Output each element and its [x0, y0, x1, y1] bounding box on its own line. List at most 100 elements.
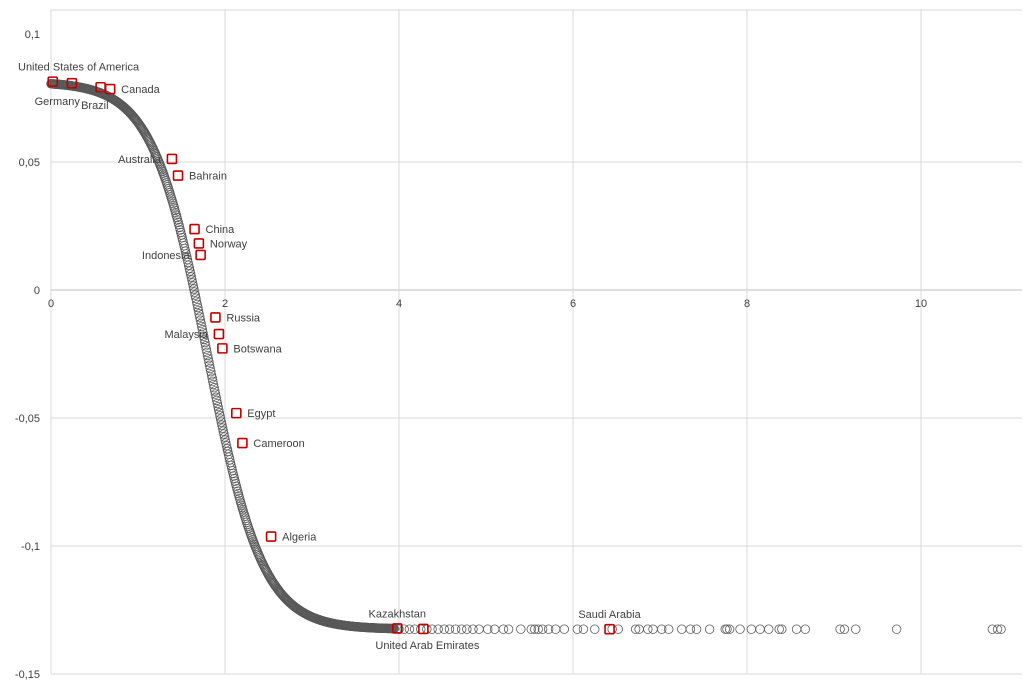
data-point	[456, 624, 467, 634]
data-point	[191, 293, 201, 303]
data-point	[212, 398, 223, 409]
data-point	[559, 624, 570, 634]
data-point	[195, 312, 205, 322]
highlighted-point	[231, 407, 242, 419]
data-point	[192, 299, 202, 310]
highlighted-point	[47, 76, 59, 87]
country-label: Germany	[35, 96, 81, 108]
x-tick-label: 2	[222, 298, 228, 310]
data-point	[189, 287, 200, 297]
data-point	[835, 624, 845, 634]
data-point	[992, 624, 1003, 634]
highlighted-point	[604, 623, 615, 635]
highlighted-point	[237, 437, 248, 449]
data-point	[404, 624, 415, 634]
data-point	[791, 624, 802, 634]
y-tick-label: 0,1	[25, 29, 40, 41]
country-label: Russia	[226, 312, 261, 324]
data-point	[685, 624, 696, 634]
highlighted-point	[189, 223, 200, 235]
y-tick-label: -0,05	[15, 413, 40, 425]
data-point	[755, 624, 765, 634]
x-tick-label: 6	[570, 298, 576, 310]
data-point	[572, 624, 583, 634]
data-point	[205, 363, 215, 374]
data-point	[704, 624, 715, 634]
data-point	[193, 305, 204, 316]
gridlines	[50, 9, 1022, 675]
data-point	[839, 624, 850, 634]
data-point	[200, 341, 211, 351]
highlighted-points	[47, 76, 615, 635]
country-label: Australia	[118, 154, 162, 166]
highlighted-point	[217, 343, 228, 354]
data-point	[800, 624, 810, 634]
data-point	[206, 370, 217, 380]
data-point	[199, 334, 210, 345]
data-point	[722, 624, 732, 634]
country-label: Botswana	[233, 343, 282, 355]
data-point	[215, 414, 226, 424]
data-points	[46, 79, 1006, 634]
data-point	[691, 624, 702, 634]
data-point	[208, 379, 219, 390]
country-label: United States of America	[18, 62, 140, 74]
data-point	[996, 624, 1006, 634]
highlighted-point	[195, 249, 206, 261]
data-point	[207, 373, 217, 383]
data-point	[194, 309, 204, 319]
data-point	[774, 624, 784, 634]
y-tick-label: 0	[34, 285, 40, 297]
data-point	[206, 366, 216, 377]
x-tick-label: 0	[48, 298, 54, 310]
data-point	[210, 389, 221, 399]
country-label: China	[206, 224, 236, 236]
country-label: Cameroon	[253, 438, 304, 450]
country-label: Egypt	[247, 408, 275, 420]
data-point	[216, 417, 227, 427]
data-point	[217, 423, 228, 433]
data-point	[483, 624, 493, 634]
data-point	[257, 556, 267, 567]
highlighted-point	[213, 328, 225, 340]
data-point	[213, 401, 223, 412]
data-point	[643, 624, 653, 634]
highlighted-point	[418, 623, 429, 635]
data-point	[516, 624, 526, 634]
data-point	[533, 624, 543, 634]
country-label: Malaysia	[165, 329, 209, 341]
data-point	[891, 624, 902, 634]
highlighted-point	[166, 153, 178, 165]
data-point	[204, 360, 215, 370]
highlighted-point	[104, 83, 116, 95]
data-point	[200, 337, 210, 348]
data-point	[256, 555, 266, 565]
data-point	[777, 624, 787, 634]
data-point	[677, 624, 687, 634]
y-tick-label: 0,05	[19, 157, 40, 169]
data-point	[543, 624, 554, 634]
highlighted-point	[210, 312, 221, 323]
x-tick-label: 4	[396, 298, 402, 310]
data-point	[851, 624, 861, 634]
data-point	[210, 386, 220, 396]
data-point	[444, 624, 455, 634]
data-point	[462, 624, 472, 634]
data-point	[211, 392, 221, 402]
data-point	[187, 275, 197, 285]
data-point	[746, 624, 757, 634]
data-point	[450, 624, 461, 634]
data-point	[764, 624, 774, 634]
data-point	[433, 624, 443, 634]
highlighted-point	[66, 77, 78, 89]
data-point	[657, 624, 667, 634]
data-point	[219, 429, 229, 439]
country-label: Kazakhstan	[369, 608, 426, 620]
data-point	[215, 411, 225, 421]
country-label: Algeria	[282, 532, 317, 544]
country-label: Saudi Arabia	[578, 609, 641, 621]
data-point	[590, 624, 600, 634]
tick-labels: 0,1 0,05 0 -0,05 -0,1 -0,15 0 2 4 6 8 10	[15, 29, 927, 681]
